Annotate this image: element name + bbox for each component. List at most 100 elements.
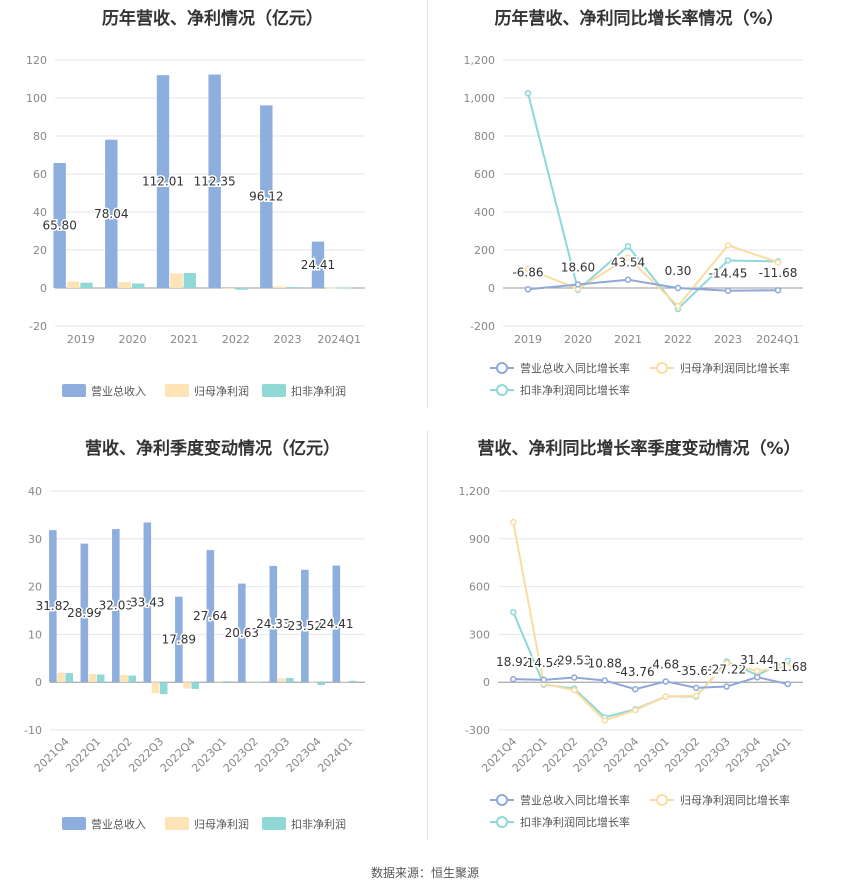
data-label: 17.89 — [162, 632, 196, 646]
data-point — [632, 706, 639, 714]
data-label: 31.82 — [36, 599, 70, 613]
bar-parent-profit — [57, 672, 65, 683]
bar-revenue — [311, 241, 325, 288]
vertical-divider-lower — [427, 430, 428, 840]
bar-deducted-profit — [338, 287, 352, 289]
data-label: -35.61 — [677, 664, 716, 678]
chart-panel-quarterly-growth: 营收、净利同比增长率季度变动情况（%） -300 0 300 600 900 1,200 1… — [428, 428, 850, 848]
x-tick-label: 2023 — [274, 333, 302, 346]
data-point — [624, 254, 632, 261]
series-line — [527, 278, 779, 292]
chart-panel-annual-amount: 历年营收、净利情况（亿元） -20 0 20 40 60 80 100 120 65.80 78.… — [0, 0, 425, 410]
y-tick-label: 60 — [33, 168, 47, 181]
legend-swatch — [62, 384, 86, 397]
y-tick-label: -20 — [29, 320, 47, 333]
chart-title: 历年营收、净利情况（亿元） — [102, 9, 323, 29]
bar-revenue — [206, 550, 215, 683]
legend-label: 归母净利润 — [194, 817, 249, 831]
data-point — [674, 284, 682, 292]
bar-revenue — [175, 596, 183, 683]
data-point — [662, 678, 669, 685]
data-point — [524, 90, 532, 97]
bar-parent-profit — [120, 675, 128, 683]
x-tick-label: 2021 — [170, 333, 198, 346]
data-point — [662, 693, 669, 700]
data-point — [510, 518, 517, 526]
series-line — [513, 676, 788, 691]
x-tick-label: 2020 — [564, 333, 592, 346]
legend-label: 归母净利润 — [194, 384, 249, 398]
data-label: 65.80 — [42, 218, 76, 232]
legend-label: 扣非净利润同比增长率 — [520, 383, 630, 397]
y-tick-label: 600 — [474, 168, 495, 181]
bar-deducted-profit — [159, 682, 168, 695]
chart-svg: -30003006009001,20018.9214.5429.5310.88-… — [459, 485, 809, 829]
legend-marker — [656, 794, 668, 806]
y-tick-label: 0 — [35, 676, 42, 689]
bar-parent-profit — [170, 273, 183, 288]
bar-parent-profit — [273, 286, 286, 288]
data-label: -14.45 — [709, 267, 748, 281]
data-label: 112.01 — [142, 175, 184, 189]
data-point — [510, 608, 517, 616]
x-tick-label: 2024Q1 — [756, 333, 800, 346]
series-line — [527, 93, 779, 311]
bar-deducted-profit — [285, 677, 294, 683]
data-label: 20.63 — [225, 626, 259, 640]
data-label: 18.92 — [496, 655, 530, 669]
y-tick-label: -10 — [24, 724, 42, 737]
data-label: 112.35 — [194, 174, 236, 188]
legend-label: 扣非净利润 — [291, 817, 346, 831]
bar-deducted-profit — [348, 680, 357, 683]
legend-label: 营业总收入同比增长率 — [520, 793, 630, 807]
bar-revenue — [238, 583, 246, 683]
data-label: 32.03 — [99, 599, 133, 613]
data-label: -11.68 — [759, 266, 798, 280]
bar-parent-profit — [221, 288, 235, 289]
bar-revenue — [208, 74, 221, 288]
data-point — [574, 281, 582, 288]
data-point — [723, 683, 730, 690]
bar-deducted-profit — [317, 682, 325, 686]
data-label: 78.04 — [94, 207, 128, 221]
data-point — [510, 675, 517, 683]
y-tick-label: 80 — [33, 130, 47, 143]
data-label: 23.52 — [288, 619, 322, 633]
data-point — [524, 286, 532, 293]
x-tick-label: 2023 — [714, 333, 742, 346]
bar-deducted-profit — [80, 282, 93, 288]
data-point — [624, 276, 632, 283]
bar-parent-profit — [66, 281, 80, 288]
chart-panel-quarterly-amount: 营收、净利季度变动情况（亿元） -10 0 10 20 30 40 31.82 28.99 32… — [0, 428, 425, 848]
data-label: 43.54 — [611, 256, 645, 270]
y-tick-label: 900 — [469, 533, 490, 546]
legend-marker — [496, 816, 508, 828]
x-tick-label: 2019 — [514, 333, 542, 346]
data-point — [754, 673, 761, 681]
legend-label: 归母净利润同比增长率 — [680, 361, 790, 375]
y-tick-label: 40 — [28, 485, 42, 498]
data-label: 24.41 — [319, 617, 353, 631]
data-label: -27.22 — [707, 663, 746, 677]
legend-label: 营业总收入 — [91, 384, 146, 398]
bar-revenue — [332, 565, 341, 683]
data-label: -43.76 — [616, 665, 655, 679]
y-tick-label: 0 — [40, 282, 47, 295]
bar-parent-profit — [277, 678, 286, 683]
vertical-divider — [427, 0, 428, 408]
data-point — [674, 302, 682, 310]
bar-parent-profit — [325, 287, 338, 289]
y-tick-label: 600 — [469, 581, 490, 594]
data-label: 28.99 — [67, 606, 101, 620]
data-label: 33.43 — [130, 595, 164, 609]
bar-parent-profit — [88, 674, 97, 683]
y-tick-label: 0 — [488, 282, 495, 295]
chart-panel-annual-growth: 历年营收、净利同比增长率情况（%） -200 0 200 400 600 800 1,000… — [428, 0, 850, 410]
legend-label: 营业总收入同比增长率 — [520, 361, 630, 375]
bar-revenue — [53, 162, 66, 288]
chart-title: 营收、净利季度变动情况（亿元） — [85, 439, 340, 459]
legend-label: 营业总收入 — [91, 817, 146, 831]
legend-swatch — [62, 817, 86, 830]
x-tick-label: 2022 — [664, 333, 692, 346]
